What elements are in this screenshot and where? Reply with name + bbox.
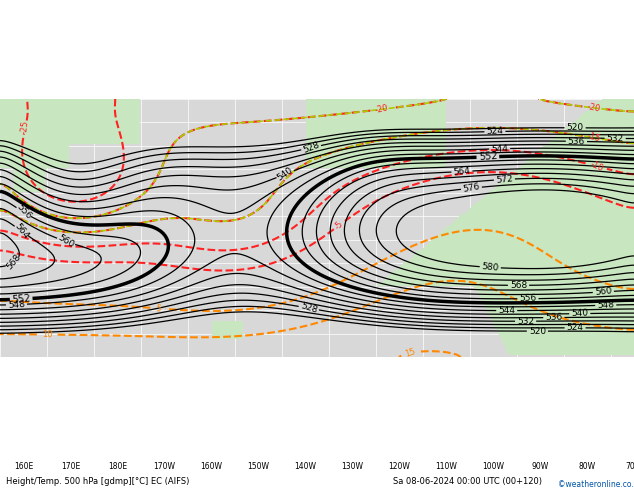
Text: 560: 560	[594, 287, 612, 297]
Text: -5: -5	[333, 219, 346, 231]
Text: 572: 572	[495, 174, 514, 185]
Text: 556: 556	[15, 203, 33, 221]
Text: 160E: 160E	[14, 462, 33, 471]
Text: 520: 520	[529, 327, 546, 336]
Text: Sa 08-06-2024 00:00 UTC (00+120): Sa 08-06-2024 00:00 UTC (00+120)	[393, 477, 542, 486]
Text: 576: 576	[462, 182, 481, 194]
Text: 536: 536	[545, 313, 562, 322]
Text: 170E: 170E	[61, 462, 80, 471]
Text: 100W: 100W	[482, 462, 504, 471]
Text: 544: 544	[491, 144, 508, 154]
Text: 160W: 160W	[200, 462, 223, 471]
Text: 564: 564	[12, 221, 30, 241]
Text: ©weatheronline.co.uk: ©weatheronline.co.uk	[558, 480, 634, 490]
Text: 130W: 130W	[341, 462, 363, 471]
Text: 568: 568	[5, 253, 23, 271]
Text: 528: 528	[299, 301, 318, 315]
Text: 580: 580	[481, 262, 499, 273]
Text: 5: 5	[155, 304, 161, 313]
Text: -15: -15	[586, 131, 602, 144]
Text: 564: 564	[453, 166, 471, 177]
Text: 524: 524	[567, 323, 583, 332]
Text: 536: 536	[567, 137, 585, 146]
Text: -20: -20	[586, 102, 602, 114]
Text: 170W: 170W	[153, 462, 176, 471]
Text: 544: 544	[498, 306, 515, 315]
Text: 150W: 150W	[247, 462, 269, 471]
Text: 532: 532	[517, 317, 534, 326]
Text: 552: 552	[478, 151, 498, 163]
Text: 540: 540	[571, 309, 588, 318]
Text: 540: 540	[276, 166, 295, 183]
Text: 520: 520	[567, 123, 584, 132]
Text: 80W: 80W	[578, 462, 595, 471]
Text: 548: 548	[597, 300, 614, 310]
Text: 560: 560	[56, 233, 75, 250]
Text: 552: 552	[11, 293, 31, 305]
Text: 70W: 70W	[625, 462, 634, 471]
Text: 180E: 180E	[108, 462, 127, 471]
Text: -20: -20	[374, 103, 389, 115]
Text: 548: 548	[8, 299, 25, 310]
Text: 120W: 120W	[388, 462, 410, 471]
Text: Height/Temp. 500 hPa [gdmp][°C] EC (AIFS): Height/Temp. 500 hPa [gdmp][°C] EC (AIFS…	[6, 477, 190, 486]
Text: 110W: 110W	[435, 462, 457, 471]
Text: 524: 524	[486, 127, 503, 136]
Text: 90W: 90W	[531, 462, 548, 471]
Text: 10: 10	[42, 330, 53, 339]
Text: 532: 532	[607, 134, 624, 143]
Text: -10: -10	[588, 159, 604, 173]
Text: 568: 568	[510, 281, 527, 290]
Text: -25: -25	[20, 120, 30, 134]
Text: 528: 528	[302, 141, 321, 155]
Text: 556: 556	[519, 294, 536, 303]
Text: 15: 15	[404, 347, 417, 359]
Text: 140W: 140W	[294, 462, 316, 471]
